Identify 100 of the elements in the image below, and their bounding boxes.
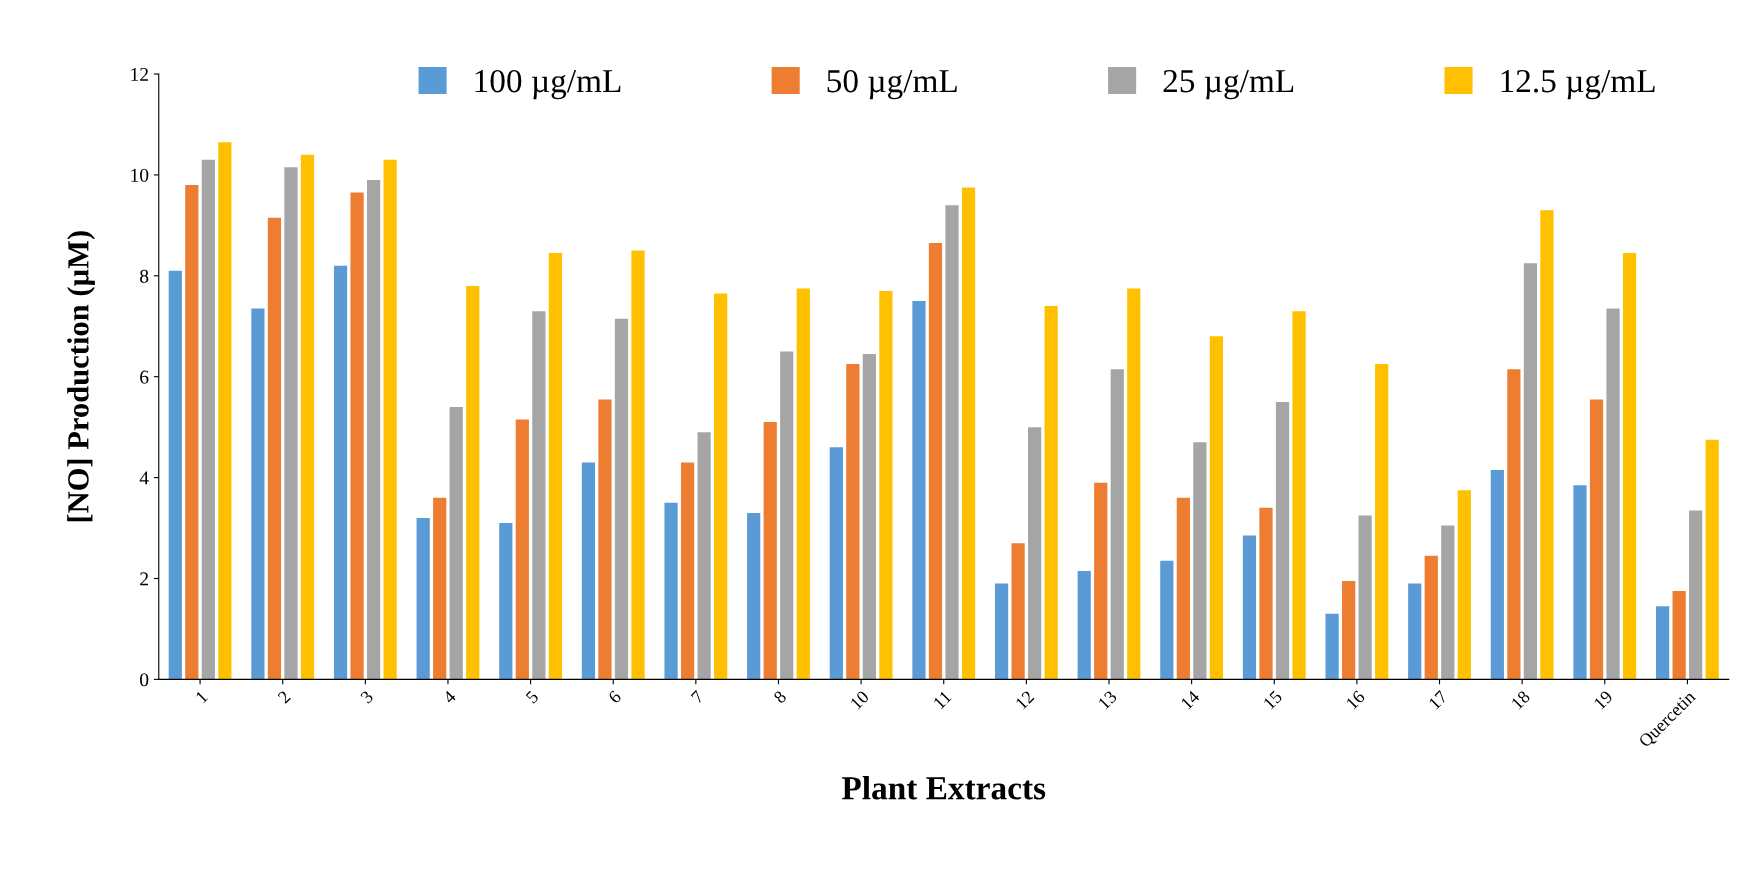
bar: [1424, 555, 1438, 680]
y-tick-label: 4: [139, 471, 149, 485]
y-tick-label: 12: [131, 67, 148, 81]
legend-label: 12.5 µg/mL: [1501, 69, 1655, 100]
bar: [284, 167, 298, 680]
bar: [416, 517, 430, 680]
bar: [1209, 336, 1224, 680]
bar: [1656, 606, 1670, 680]
bar: [433, 497, 447, 680]
bar: [1176, 497, 1190, 680]
bar: [1358, 515, 1372, 680]
y-tick-label: 10: [131, 168, 149, 182]
x-tick-label: 18: [1510, 689, 1531, 710]
bar: [185, 185, 199, 680]
bar: [251, 308, 265, 680]
x-tick-label: 19: [1593, 690, 1614, 710]
bar: [466, 285, 480, 680]
bar: [763, 422, 777, 680]
bar: [928, 243, 943, 680]
bar: [1457, 490, 1471, 680]
bar: [168, 270, 182, 680]
bar: [879, 290, 893, 680]
bar: [1127, 288, 1141, 680]
bar: [714, 293, 728, 680]
bar: [598, 399, 612, 680]
bar: [1292, 311, 1306, 680]
bar: [846, 364, 860, 680]
bar: [1259, 507, 1273, 680]
bar: [1408, 583, 1422, 680]
bar: [1507, 369, 1521, 680]
bar: [747, 512, 761, 680]
bar: [796, 288, 810, 680]
bar: [1622, 253, 1637, 680]
bar: [1110, 369, 1124, 680]
bar: [1044, 306, 1058, 680]
y-tick-label: 6: [140, 370, 149, 384]
bar: [366, 179, 381, 680]
bar: [383, 159, 397, 680]
x-tick-label: 4: [442, 689, 457, 705]
bar: [961, 187, 976, 680]
bar: [499, 523, 513, 680]
x-tick-label: 10: [849, 689, 870, 710]
x-tick-label: 15: [1263, 690, 1283, 710]
bar: [515, 419, 529, 680]
bar: [1193, 442, 1207, 680]
bar: [1441, 525, 1455, 680]
bar: [1589, 399, 1604, 680]
bar: [300, 154, 315, 680]
y-tick-label: 2: [140, 572, 148, 586]
bar: [1325, 613, 1339, 680]
bar: [1011, 543, 1025, 680]
bar: [697, 432, 711, 680]
y-tick-label: 0: [140, 673, 149, 687]
bar: [1523, 263, 1538, 680]
bar: [680, 462, 695, 680]
bar: [548, 253, 562, 680]
bar: [1490, 470, 1504, 680]
x-tick-label: 6: [607, 689, 622, 704]
bar: [218, 142, 232, 680]
bar: [1077, 570, 1091, 680]
bar: [1606, 308, 1620, 680]
bar: [267, 217, 282, 680]
bar: [1160, 560, 1174, 680]
bar: [1275, 401, 1290, 680]
bar: [532, 311, 546, 680]
bar: [614, 318, 629, 680]
bar: [1672, 591, 1686, 680]
y-tick-label: 8: [140, 269, 149, 283]
bar: [631, 250, 645, 680]
bar: [1094, 482, 1108, 680]
bar: [945, 205, 959, 680]
x-tick-label: 1: [195, 690, 209, 704]
legend-label: 25 µg/mL: [1163, 69, 1294, 100]
bar: [201, 159, 215, 680]
x-tick-label: 5: [525, 690, 540, 704]
bar: [1540, 210, 1554, 680]
bar: [1689, 510, 1703, 680]
bar: [1705, 439, 1719, 680]
x-tick-label: 17: [1428, 689, 1449, 710]
legend-label: 50 µg/mL: [827, 69, 957, 100]
bar: [912, 301, 926, 680]
bar: [1242, 535, 1257, 680]
x-tick-label: 13: [1097, 690, 1118, 710]
x-tick-label: 3: [359, 690, 374, 704]
bar: [862, 354, 876, 680]
bar: [664, 502, 678, 680]
x-tick-label: 14: [1180, 689, 1201, 710]
x-tick-label: 7: [690, 689, 705, 704]
bar: [994, 583, 1009, 680]
bar: [1375, 364, 1389, 680]
bar: [449, 406, 463, 680]
bar: [780, 351, 794, 680]
bar: [333, 265, 348, 680]
bar: [1573, 485, 1587, 680]
bar: [1342, 581, 1356, 680]
legend-label: 100 µg/mL: [475, 69, 621, 100]
y-axis-title: [NO] Production (µM): [67, 231, 95, 522]
x-tick-label: 12: [1015, 690, 1035, 710]
x-tick-label: 16: [1345, 689, 1366, 710]
x-tick-label: 8: [772, 689, 787, 704]
